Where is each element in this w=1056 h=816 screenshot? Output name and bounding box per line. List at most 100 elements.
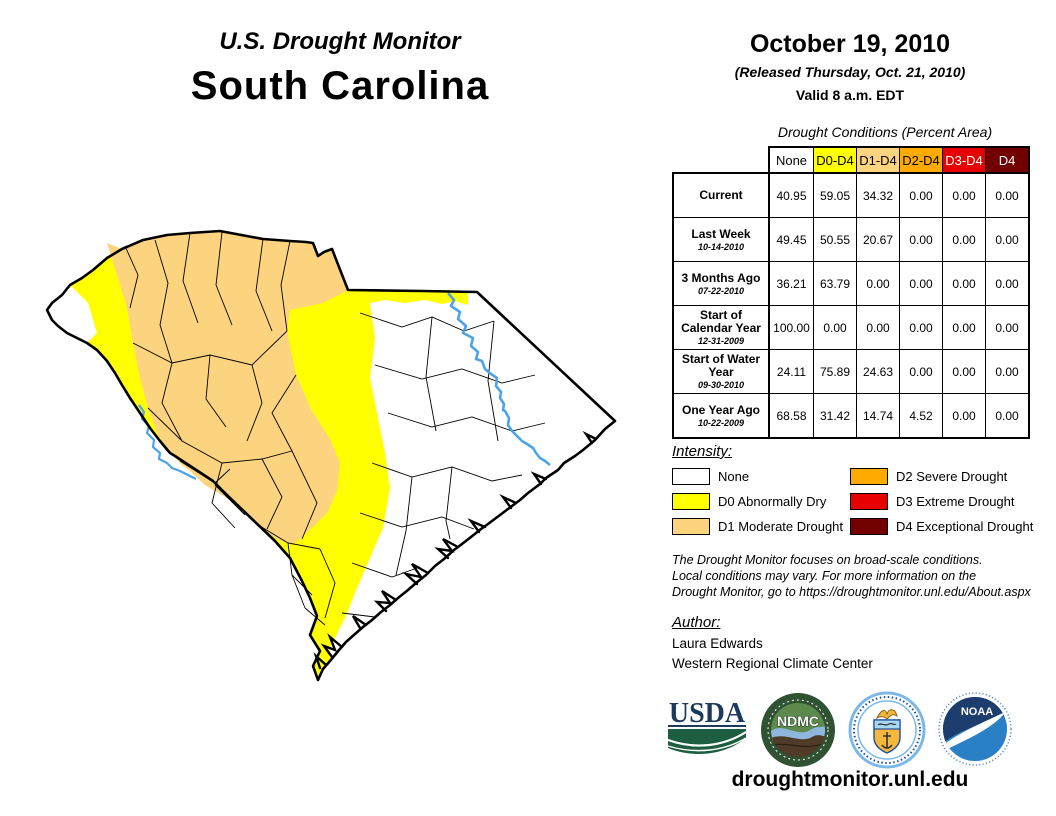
cell-value: 40.95: [776, 188, 807, 203]
col-header-none: None: [770, 148, 813, 172]
cell-value: 49.45: [776, 232, 807, 247]
legend-swatch-d4: [850, 518, 888, 535]
row-date: 07-22-2010: [697, 285, 745, 296]
legend-label: D1 Moderate Drought: [718, 519, 844, 534]
row-label-text: Current: [699, 188, 743, 202]
report-date: October 19, 2010: [749, 30, 951, 58]
row-date: 09-30-2010: [697, 380, 745, 390]
cell-value: 0.00: [942, 262, 985, 305]
author-org: Western Regional Climate Center: [672, 656, 873, 671]
footer-url: droughtmonitor.unl.edu: [731, 768, 969, 791]
legend-swatch-d3: [850, 493, 888, 510]
cell-value: 0.00: [899, 218, 942, 261]
disclaimer-line: The Drought Monitor focuses on broad-sca…: [672, 553, 983, 567]
author-name: Laura Edwards: [672, 636, 763, 651]
col-header-d2d4: D2-D4: [899, 148, 942, 172]
author-heading: Author:: [672, 614, 721, 631]
cell-value: 0.00: [985, 262, 1028, 305]
row-label: One Year Ago 10-22-2009: [674, 394, 770, 437]
legend-label: D2 Severe Drought: [896, 469, 1008, 484]
cell-value: 0.00: [985, 350, 1028, 393]
cell-value: 100.00: [773, 320, 810, 335]
cell-value: 20.67: [856, 218, 899, 261]
legend-swatch-none: [672, 468, 710, 485]
legend-item-d3: D3 Extreme Drought: [850, 493, 1015, 510]
col-header-d4: D4: [985, 148, 1028, 172]
legend-item-d4: D4 Exceptional Drought: [850, 518, 1033, 535]
legend-item-none: None: [672, 468, 749, 485]
pee-dee-river: [447, 292, 551, 467]
valid-time: Valid 8 a.m. EDT: [795, 87, 905, 103]
legend-label: D3 Extreme Drought: [896, 494, 1015, 509]
legend-label: D4 Exceptional Drought: [896, 519, 1034, 534]
legend-item-d2: D2 Severe Drought: [850, 468, 1007, 485]
row-date: 10-14-2010: [697, 241, 745, 252]
cell-value: 0.00: [899, 174, 942, 217]
cell-value: 50.55: [813, 218, 856, 261]
col-header-d3d4: D3-D4: [942, 148, 985, 172]
usda-logo: USDA: [666, 698, 748, 767]
cell-value: 0.00: [942, 306, 985, 349]
row-label: Last Week 10-14-2010: [674, 218, 770, 261]
cell-value: 0.00: [985, 394, 1028, 437]
legend-label: D0 Abnormally Dry: [718, 494, 827, 509]
legend-label: None: [718, 469, 750, 484]
table-row: Last Week 10-14-2010 49.45 50.55 20.67 0…: [674, 217, 1028, 261]
row-label-text: Last Week: [691, 226, 751, 241]
cell-value: 63.79: [813, 262, 856, 305]
row-label: 3 Months Ago 07-22-2010: [674, 262, 770, 305]
table-row: Current 40.95 59.05 34.32 0.00 0.00 0.00: [674, 174, 1028, 217]
col-header-d0d4: D0-D4: [813, 148, 856, 172]
disclaimer-line: Local conditions may vary. For more info…: [672, 569, 977, 583]
legend-item-d0: D0 Abnormally Dry: [672, 493, 826, 510]
coast-inlets: [313, 430, 598, 670]
state-region-d1: [107, 231, 348, 545]
disclaimer-text: The Drought Monitor focuses on broad-sca…: [672, 552, 1042, 600]
cell-value: 0.00: [899, 350, 942, 393]
usda-logo-text: USDA: [669, 698, 746, 729]
cell-value: 0.00: [856, 262, 899, 305]
conditions-table: Current 40.95 59.05 34.32 0.00 0.00 0.00…: [672, 172, 1030, 439]
cell-value: 68.58: [776, 408, 807, 423]
table-row: 3 Months Ago 07-22-2010 36.21 63.79 0.00…: [674, 261, 1028, 305]
cell-value: 24.63: [856, 350, 899, 393]
cell-value: 0.00: [899, 306, 942, 349]
row-label-text: Start of Calendar Year: [681, 308, 761, 335]
drought-map: [30, 213, 650, 743]
cell-value: 0.00: [899, 262, 942, 305]
table-row: Start of Calendar Year 12-31-2009 100.00…: [674, 305, 1028, 349]
state-outline: [45, 229, 617, 682]
row-label: Start of Calendar Year 12-31-2009: [674, 306, 770, 349]
cell-value: 0.00: [942, 174, 985, 217]
cell-value: 0.00: [856, 306, 899, 349]
state-title: South Carolina: [190, 64, 490, 108]
cell-value: 75.89: [813, 350, 856, 393]
release-note: (Released Thursday, Oct. 21, 2010): [734, 64, 966, 80]
cell-value: 24.11: [776, 364, 807, 379]
ndmc-logo: NDMC: [760, 692, 836, 773]
commerce-seal: [848, 691, 926, 774]
table-row: One Year Ago 10-22-2009 68.58 31.42 14.7…: [674, 393, 1028, 437]
report-title: U.S. Drought Monitor: [219, 28, 461, 55]
row-date: 10-22-2009: [697, 417, 745, 428]
legend-item-d1: D1 Moderate Drought: [672, 518, 843, 535]
row-date: 12-31-2009: [697, 336, 745, 346]
legend-swatch-d2: [850, 468, 888, 485]
table-row: Start of Water Year 09-30-2010 24.11 75.…: [674, 349, 1028, 393]
cell-value: 0.00: [942, 394, 985, 437]
disclaimer-line: Drought Monitor, go to https://droughtmo…: [672, 585, 1031, 599]
cell-value: 0.00: [813, 306, 856, 349]
cell-value: 34.32: [856, 174, 899, 217]
table-caption: Drought Conditions (Percent Area): [777, 124, 993, 140]
cell-value: 0.00: [985, 306, 1028, 349]
cell-value: 0.00: [942, 218, 985, 261]
col-header-d1d4: D1-D4: [856, 148, 899, 172]
savannah-river: [138, 404, 197, 480]
cell-value: 4.52: [899, 394, 942, 437]
cell-value: 36.21: [776, 276, 807, 291]
row-label-text: One Year Ago: [681, 402, 761, 417]
cell-value: 59.05: [813, 174, 856, 217]
row-label-text: 3 Months Ago: [681, 270, 761, 285]
cell-value: 0.00: [942, 350, 985, 393]
